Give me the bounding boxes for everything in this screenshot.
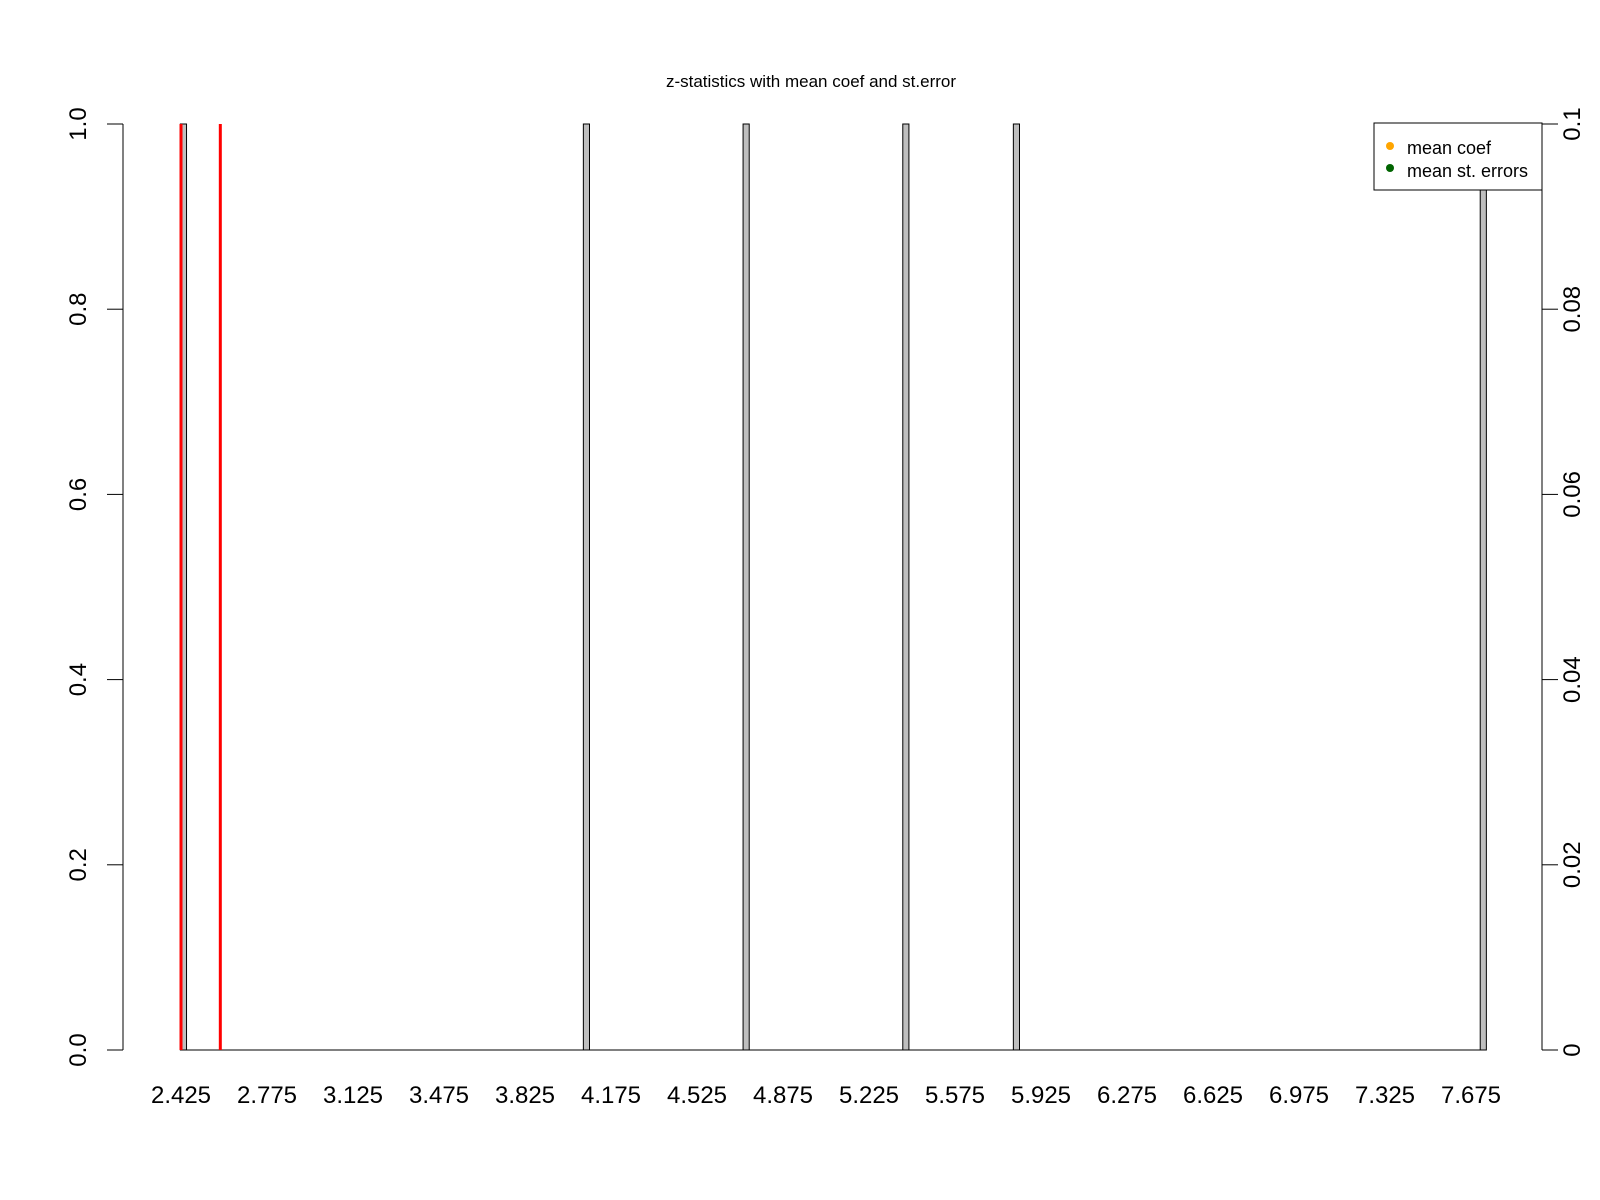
chart-title: z-statistics with mean coef and st.error [666, 72, 956, 91]
x-tick-label: 6.975 [1269, 1082, 1329, 1109]
bars-group [179, 123, 1487, 1051]
y-tick-label-left: 0.8 [65, 293, 92, 326]
x-tick-label: 3.825 [495, 1082, 555, 1109]
y-tick-label-right: 0 [1559, 1043, 1586, 1056]
x-tick-label: 3.475 [409, 1082, 469, 1109]
histogram-bar [742, 123, 750, 1051]
y-tick-label-left: 0.4 [65, 663, 92, 696]
x-tick-label: 3.125 [323, 1082, 383, 1109]
legend-box [1373, 122, 1543, 191]
y-tick-label-left: 1.0 [65, 107, 92, 140]
y-axis-right: 0 0.02 0.04 0.06 0.08 0.1 [1541, 107, 1586, 1057]
x-tick-label: 2.775 [237, 1082, 297, 1109]
legend-marker-mean-st-errors [1386, 164, 1394, 172]
y-tick-label-left: 0.6 [65, 478, 92, 511]
histogram-bar [902, 123, 910, 1051]
histogram-bar [1479, 123, 1487, 1051]
histogram-bar [582, 123, 590, 1051]
legend-marker-mean-coef [1386, 142, 1394, 150]
legend: mean coef mean st. errors [1373, 122, 1543, 191]
x-tick-label: 7.325 [1355, 1082, 1415, 1109]
x-tick-label: 4.525 [667, 1082, 727, 1109]
y-tick-label-right: 0.1 [1559, 107, 1586, 140]
x-tick-label: 5.575 [925, 1082, 985, 1109]
y-tick-label-right: 0.06 [1559, 471, 1586, 518]
y-tick-label-right: 0.02 [1559, 841, 1586, 888]
x-axis-labels: 2.425 2.775 3.125 3.475 3.825 4.175 4.525 4.875… [151, 1082, 1501, 1109]
y-axis-left: 0.0 0.2 0.4 0.6 0.8 1.0 [65, 107, 124, 1067]
x-tick-label: 6.625 [1183, 1082, 1243, 1109]
legend-label-mean-coef: mean coef [1407, 138, 1492, 158]
histogram-bar [1012, 123, 1020, 1051]
legend-label-mean-st-errors: mean st. errors [1407, 161, 1528, 181]
reference-lines-group [179, 124, 222, 1050]
x-tick-label: 4.175 [581, 1082, 641, 1109]
y-tick-label-right: 0.08 [1559, 286, 1586, 333]
y-tick-label-left: 0.2 [65, 848, 92, 881]
y-tick-label-right: 0.04 [1559, 656, 1586, 703]
x-tick-label: 7.675 [1441, 1082, 1501, 1109]
x-tick-label: 5.225 [839, 1082, 899, 1109]
y-tick-label-left: 0.0 [65, 1033, 92, 1066]
x-tick-label: 5.925 [1011, 1082, 1071, 1109]
x-tick-label: 4.875 [753, 1082, 813, 1109]
x-tick-label: 2.425 [151, 1082, 211, 1109]
x-tick-label: 6.275 [1097, 1082, 1157, 1109]
